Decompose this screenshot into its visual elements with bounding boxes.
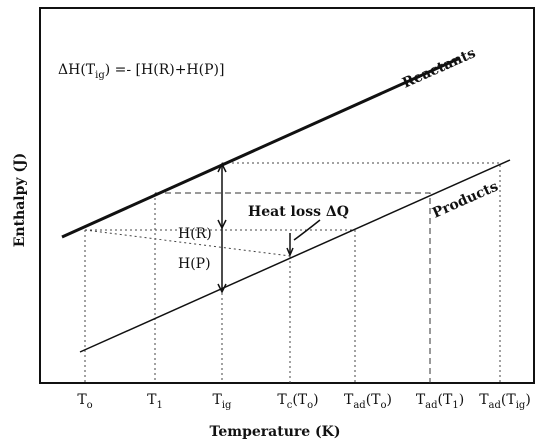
x-tick-label: Tad(Tig) xyxy=(479,392,531,411)
x-tick-label: Tad(To) xyxy=(344,392,392,411)
products-label: Products xyxy=(430,178,501,221)
hp-label: H(P) xyxy=(178,256,211,272)
frame xyxy=(39,7,535,384)
x-tick-label: Tc(To) xyxy=(277,392,318,411)
x-tick-label: T1 xyxy=(147,392,163,411)
heat-loss-label: Heat loss ΔQ xyxy=(248,204,349,220)
hr-label: H(R) xyxy=(178,226,212,242)
x-axis-label: Temperature (K) xyxy=(210,424,341,440)
y-axis-label: Enthalpy (J) xyxy=(12,153,28,248)
x-tick-label: Tad(T1) xyxy=(416,392,464,411)
x-tick-label: To xyxy=(77,392,92,411)
guide-lines xyxy=(84,162,501,383)
x-ticks: To T1 Tig Tc(To) Tad(To) Tad(T1) Tad(Tig) xyxy=(77,392,530,411)
reactants-label: Reactants xyxy=(400,45,478,91)
products-line xyxy=(79,159,511,353)
equation: ΔH(Tig) =- [H(R)+H(P)] xyxy=(58,62,224,81)
enthalpy-arrows xyxy=(217,162,321,294)
reactants-line xyxy=(61,56,461,239)
x-tick-label: Tig xyxy=(213,392,233,411)
